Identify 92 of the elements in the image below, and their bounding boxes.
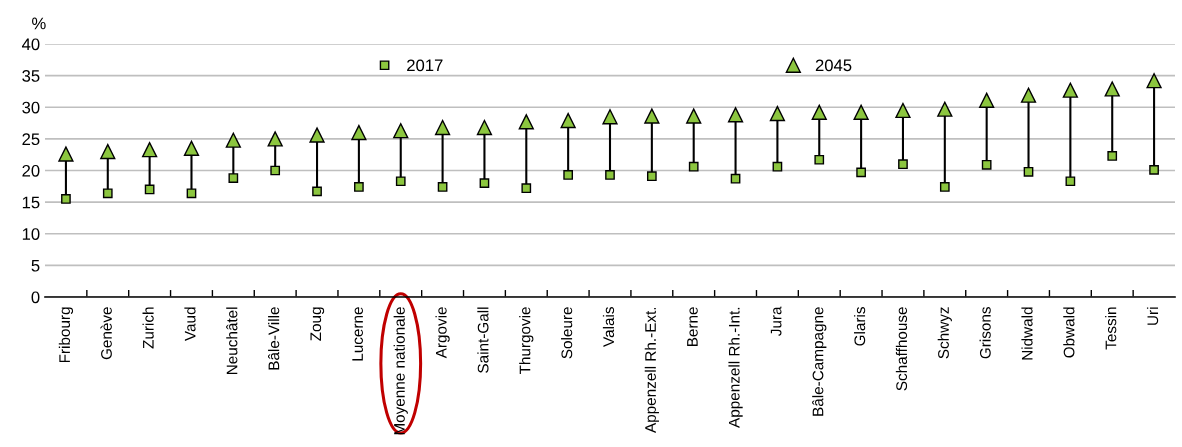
point bbox=[560, 112, 576, 129]
point bbox=[141, 141, 158, 158]
point bbox=[267, 131, 283, 147]
y-tick-label: 0 bbox=[31, 291, 40, 304]
point bbox=[563, 170, 574, 180]
point bbox=[61, 194, 71, 204]
x-tick-label: Vaud bbox=[184, 307, 196, 341]
point bbox=[395, 176, 406, 187]
point bbox=[434, 119, 451, 136]
y-tick-label: 10 bbox=[22, 228, 40, 240]
x-tick-label: Glaris bbox=[853, 307, 866, 346]
y-tick-label: 5 bbox=[31, 259, 40, 272]
point bbox=[1020, 87, 1037, 103]
y-tick-label: 15 bbox=[22, 196, 40, 209]
point bbox=[1149, 165, 1159, 175]
x-tick-label: Saint-Gall bbox=[477, 307, 489, 373]
y-tick-label: 30 bbox=[22, 101, 40, 114]
point bbox=[644, 108, 660, 124]
x-tick-label: Zurich bbox=[142, 307, 154, 349]
point bbox=[895, 102, 911, 119]
x-tick-label: Bâle-Campagne bbox=[812, 307, 827, 416]
x-tick-label: Soleure bbox=[561, 307, 573, 359]
y-tick-label: 40 bbox=[21, 38, 40, 51]
y-tick-label: 35 bbox=[22, 70, 40, 82]
point bbox=[939, 182, 950, 192]
point bbox=[270, 165, 281, 176]
x-tick-label: Genève bbox=[100, 307, 112, 360]
x-tick-label: Tessin bbox=[1105, 307, 1117, 350]
x-tick-label: Bâle-Ville bbox=[268, 307, 280, 370]
point bbox=[727, 107, 744, 123]
x-tick-label: Schaffhouse bbox=[895, 307, 908, 391]
point bbox=[898, 159, 908, 170]
x-tick-label: Neuchâtel bbox=[226, 307, 238, 375]
x-tick-label: Grisons bbox=[979, 307, 991, 359]
legend-label: 2017 bbox=[407, 59, 443, 72]
legend-label: 2045 bbox=[815, 59, 852, 72]
point bbox=[1062, 82, 1079, 98]
x-tick-label: Valais bbox=[602, 307, 615, 347]
point bbox=[937, 101, 953, 117]
x-tick-label: Uri bbox=[1146, 307, 1159, 325]
point bbox=[437, 182, 448, 192]
x-tick-label: Zoug bbox=[310, 307, 325, 341]
y-tick-label: 20 bbox=[22, 164, 40, 177]
point bbox=[351, 124, 367, 141]
point bbox=[309, 127, 325, 143]
point bbox=[186, 188, 197, 199]
x-tick-label: Fribourg bbox=[58, 307, 74, 363]
x-tick-label: Argovie bbox=[435, 307, 450, 359]
point bbox=[814, 154, 825, 165]
point bbox=[1104, 81, 1120, 97]
x-tick-label: Moyenne nationale bbox=[393, 307, 408, 435]
y-tick-label: 25 bbox=[22, 133, 40, 146]
point bbox=[646, 171, 657, 182]
point bbox=[1065, 176, 1076, 187]
point bbox=[856, 167, 866, 178]
point bbox=[183, 140, 200, 157]
point bbox=[1107, 151, 1118, 161]
point bbox=[769, 105, 786, 122]
point bbox=[58, 146, 74, 162]
point bbox=[688, 161, 699, 172]
x-tick-label: Berne bbox=[687, 307, 698, 346]
point bbox=[772, 161, 783, 172]
point bbox=[1146, 73, 1162, 89]
point bbox=[225, 132, 241, 148]
point bbox=[102, 188, 113, 199]
point bbox=[981, 159, 992, 170]
x-tick-label: Schwyz bbox=[937, 307, 952, 359]
point bbox=[476, 119, 493, 136]
y-axis-title: % bbox=[32, 17, 46, 30]
x-tick-label: Appenzell Rh.-Ext. bbox=[644, 307, 659, 433]
point bbox=[686, 108, 702, 124]
x-tick-label: Obwald bbox=[1063, 307, 1075, 358]
point bbox=[521, 183, 532, 194]
x-tick-label: Lucerne bbox=[352, 307, 363, 361]
point bbox=[312, 186, 322, 197]
point bbox=[479, 178, 490, 189]
point bbox=[518, 114, 534, 130]
point bbox=[228, 173, 239, 183]
x-tick-label: Appenzell Rh.-Int. bbox=[728, 307, 743, 428]
point bbox=[354, 182, 364, 192]
point bbox=[1023, 166, 1034, 177]
point bbox=[602, 109, 618, 125]
point bbox=[393, 123, 409, 139]
x-tick-label: Thurgovie bbox=[519, 307, 534, 375]
x-tick-label: Jura bbox=[770, 306, 782, 336]
x-tick-label: Nidwald bbox=[1021, 307, 1033, 360]
point bbox=[811, 104, 827, 120]
point bbox=[979, 92, 995, 108]
point bbox=[853, 104, 869, 120]
point bbox=[605, 170, 615, 180]
point bbox=[100, 143, 116, 160]
point bbox=[730, 173, 741, 184]
